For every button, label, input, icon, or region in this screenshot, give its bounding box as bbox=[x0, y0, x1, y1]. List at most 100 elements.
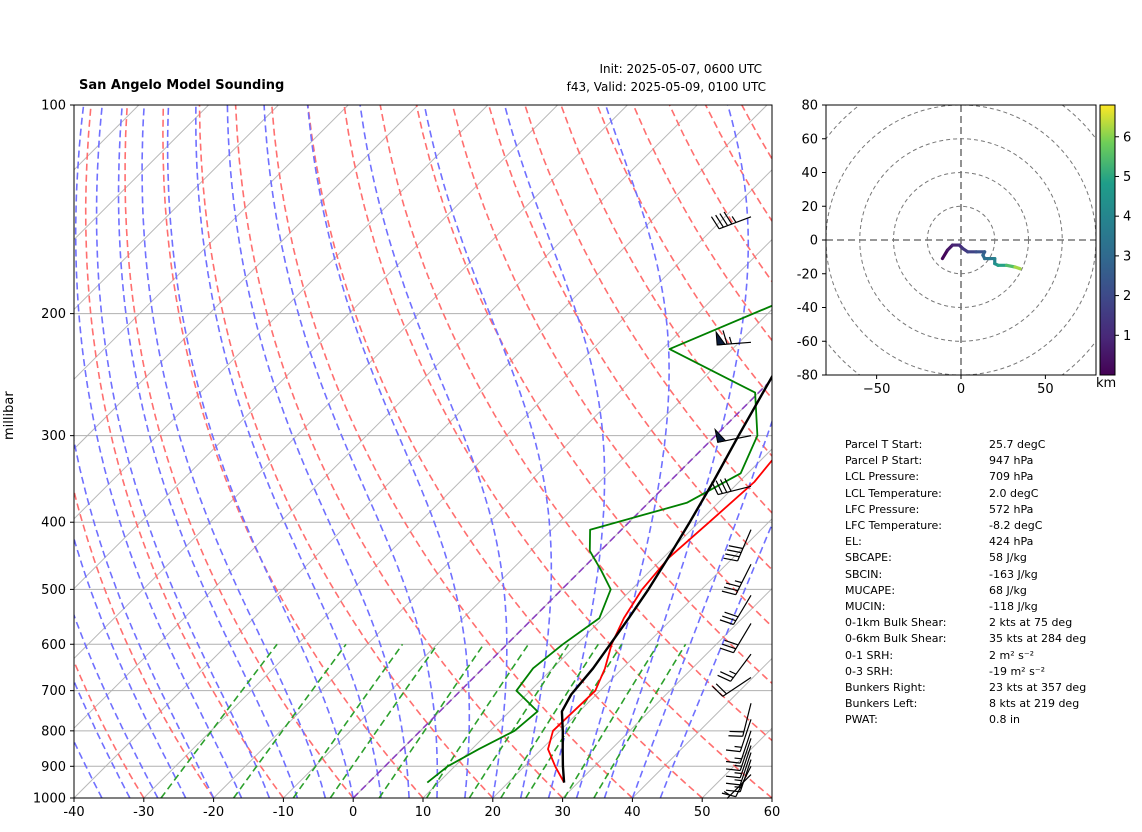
moist-adiabat-line bbox=[74, 612, 159, 798]
wind-barb-full bbox=[724, 478, 732, 492]
parameter-label: 0-1 SRH: bbox=[845, 648, 894, 662]
wind-barb-full bbox=[724, 639, 739, 646]
mixing-ratio-line bbox=[292, 643, 404, 798]
wind-barb bbox=[721, 564, 752, 596]
dry-adiabat-line bbox=[343, 105, 772, 798]
x-tick-label: -20 bbox=[203, 805, 224, 820]
dry-adiabat-line bbox=[415, 105, 772, 685]
mixing-ratio-line bbox=[593, 643, 687, 798]
wind-barb-staff bbox=[726, 774, 752, 800]
hodograph-y-tick-label: -20 bbox=[797, 267, 818, 282]
valid-time: f43, Valid: 2025-05-09, 0100 UTC bbox=[566, 80, 766, 94]
moist-adiabat-line bbox=[74, 536, 187, 798]
hodograph-segment bbox=[940, 248, 950, 261]
wind-barb-full bbox=[725, 760, 741, 764]
init-time: Init: 2025-05-07, 0600 UTC bbox=[599, 62, 762, 76]
wind-barb-full bbox=[725, 582, 740, 588]
dry-adiabat-line bbox=[84, 105, 285, 798]
mixing-ratio-line bbox=[500, 643, 599, 798]
parameter-value: 947 hPa bbox=[989, 454, 1034, 468]
moist-adiabat-line bbox=[503, 105, 606, 798]
chart-title: San Angelo Model Sounding bbox=[79, 78, 285, 93]
wind-barb bbox=[714, 427, 752, 443]
parameter-value: 2 kts at 75 deg bbox=[989, 616, 1073, 630]
dry-adiabat-line bbox=[74, 487, 215, 798]
wind-barb-full bbox=[715, 480, 723, 494]
y-tick-label: 1000 bbox=[33, 792, 66, 807]
x-tick-label: 20 bbox=[485, 805, 502, 820]
wind-barb-staff bbox=[732, 623, 752, 653]
colorbar-unit-label: km bbox=[1096, 376, 1117, 391]
wind-barb-full bbox=[725, 789, 741, 793]
wind-barb-half bbox=[728, 336, 733, 344]
parameter-label: EL: bbox=[845, 535, 862, 549]
mixing-ratio-line bbox=[468, 643, 570, 798]
moist-adiabat-line bbox=[423, 105, 553, 798]
parameter-label: 0-3 SRH: bbox=[845, 664, 894, 678]
dry-adiabat-line bbox=[560, 105, 772, 458]
wind-barb bbox=[710, 211, 752, 230]
moist-adiabat-line bbox=[306, 105, 471, 798]
parameter-row: 0-6km Bulk Shear: 35 kts at 284 deg bbox=[845, 631, 1109, 647]
parameter-label: LCL Pressure: bbox=[845, 470, 920, 484]
y-tick-label: 300 bbox=[41, 429, 66, 444]
wind-barb bbox=[719, 623, 752, 654]
parameter-value: 424 hPa bbox=[989, 535, 1034, 549]
y-tick-label: 100 bbox=[41, 99, 66, 114]
wind-barb-half bbox=[734, 764, 742, 767]
isotherm-line bbox=[74, 105, 628, 660]
parameter-value: 23 kts at 357 deg bbox=[989, 681, 1087, 695]
hodograph-x-tick-label: 50 bbox=[1037, 382, 1054, 397]
wind-barb-half bbox=[734, 772, 742, 775]
wind-barb-half bbox=[734, 757, 742, 760]
parameter-label: LFC Temperature: bbox=[845, 519, 943, 533]
x-tick-label: -10 bbox=[273, 805, 294, 820]
wind-barb-staff bbox=[739, 719, 752, 752]
x-tick-label: 30 bbox=[554, 805, 571, 820]
moist-adiabat-line bbox=[74, 437, 215, 798]
hodograph-y-tick-label: 60 bbox=[801, 132, 818, 147]
wind-barb-full bbox=[715, 683, 727, 695]
colorbar-tick-label: 2 bbox=[1123, 289, 1131, 304]
parameter-value: 35 kts at 284 deg bbox=[989, 632, 1087, 646]
wind-barb bbox=[725, 759, 752, 793]
wind-barb-full bbox=[719, 647, 734, 654]
mixing-ratio-line bbox=[329, 643, 439, 798]
wind-barb-full bbox=[725, 768, 741, 772]
isotherm-line bbox=[74, 105, 558, 590]
parameter-row: EL: 424 hPa bbox=[845, 534, 1109, 550]
wind-barb-full bbox=[726, 549, 742, 554]
parameter-label: Bunkers Right: bbox=[845, 681, 926, 695]
mixing-ratio-line bbox=[425, 643, 530, 798]
parameter-row: MUCAPE: 68 J/kg bbox=[845, 583, 1109, 599]
wind-barb-half bbox=[734, 580, 742, 584]
isotherm-line bbox=[213, 238, 772, 798]
hodograph-y-tick-label: -60 bbox=[797, 335, 818, 350]
mixing-ratio-line bbox=[378, 643, 485, 798]
x-tick-label: 60 bbox=[764, 805, 781, 820]
hodograph-x-tick-label: 0 bbox=[957, 382, 965, 397]
moist-adiabat-line bbox=[631, 419, 772, 798]
wind-barb-half bbox=[734, 745, 742, 748]
colorbar-tick-label: 6 bbox=[1123, 130, 1131, 145]
isotherm-line bbox=[422, 448, 772, 798]
parameter-row: Bunkers Left: 8 kts at 219 deg bbox=[845, 696, 1109, 712]
wind-barb-staff bbox=[730, 653, 752, 682]
colorbar-tick-label: 5 bbox=[1123, 170, 1131, 185]
wind-barb-full bbox=[725, 782, 741, 786]
isotherm-line bbox=[74, 105, 209, 241]
wind-barb-full bbox=[717, 674, 731, 682]
hodograph-y-tick-label: 20 bbox=[801, 200, 818, 215]
isotherm-line bbox=[74, 105, 419, 450]
dewpoint-profile bbox=[426, 304, 772, 784]
wind-barb-staff bbox=[739, 730, 752, 764]
parameter-value: -8.2 degC bbox=[989, 519, 1043, 533]
wind-barb-full bbox=[719, 619, 734, 626]
hodograph-y-tick-label: 80 bbox=[801, 99, 818, 114]
parameter-label: LFC Pressure: bbox=[845, 502, 920, 516]
parameter-value: 68 J/kg bbox=[989, 583, 1027, 597]
parameter-label: MUCIN: bbox=[845, 600, 886, 614]
isotherm-line bbox=[74, 105, 698, 729]
wind-barb-staff bbox=[732, 595, 752, 625]
